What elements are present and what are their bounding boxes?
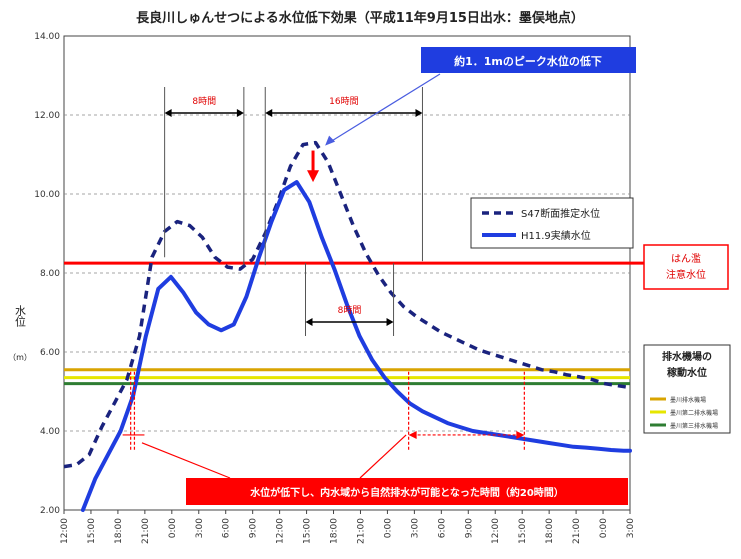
pump-legend-box: [643, 344, 731, 434]
x-tick-label: 9:00: [249, 518, 259, 538]
y-tick-label: 4.00: [40, 427, 60, 437]
x-tick-label: 6:00: [437, 518, 447, 538]
pump-legend-title: 排水機場の稼動水位: [662, 350, 712, 379]
x-tick-label: 18:00: [545, 518, 555, 544]
x-tick-label: 15:00: [518, 518, 528, 544]
y-axis: 2.00 4.00 6.00 8.00 10.00 12.00 14.00: [34, 32, 60, 516]
reference-lines: [64, 261, 644, 386]
x-tick-label: 21:00: [356, 518, 366, 544]
x-tick-label: 21:00: [141, 518, 151, 544]
x-tick-label: 15:00: [303, 518, 313, 544]
x-tick-label: 6:00: [222, 518, 232, 538]
chart-title: 長良川しゅんせつによる水位低下効果（平成11年9月15日出水：墨俣地点）: [136, 10, 584, 26]
series-legend-box: [470, 197, 634, 249]
flood-warning-box: [643, 244, 729, 290]
drainage-arrowhead-1: [408, 430, 417, 439]
x-tick-label: 0:00: [599, 518, 609, 538]
label-line: はん濫: [671, 252, 701, 265]
y-tick-label: 6.00: [40, 348, 60, 358]
interval-b-label: 16時間: [329, 96, 358, 107]
pump-label-3: 墨川第三排水機場: [670, 422, 718, 430]
y-tick-label: 8.00: [40, 269, 60, 279]
interval-a-label: 8時間: [192, 96, 216, 107]
drainage-pointer-left: [141, 442, 231, 479]
x-tick-label: 18:00: [114, 518, 124, 544]
peak-drop-pointer-head: [325, 135, 336, 146]
interval-b-arrowhead-left: [265, 109, 273, 117]
y-axis-unit: （m）: [8, 353, 32, 362]
x-axis: 12:00 15:00 18:00 21:00 0:00 3:00 6:00 9:00 12:0…: [60, 510, 636, 544]
x-tick-label: 12:00: [60, 518, 70, 544]
interval-b-arrowhead-right: [415, 109, 423, 117]
x-tick-label: 3:00: [626, 518, 636, 538]
peak-drop-pointer: [328, 73, 441, 144]
drainage-callout: 水位が低下し、内水域から自然排水が可能となった時間（約20時間）: [186, 478, 628, 505]
legend-label-s47: S47断面推定水位: [521, 207, 600, 220]
label-line: 稼動水位: [667, 366, 707, 379]
x-tick-label: 3:00: [195, 518, 205, 538]
peak-drop-label: 約1．1mのピーク水位の低下: [454, 54, 602, 68]
x-tick-label: 3:00: [410, 518, 420, 538]
series-lines: [63, 140, 632, 512]
y-tick-label: 2.00: [40, 506, 60, 516]
series-s47-line: [63, 140, 631, 469]
drainage-label: 水位が低下し、内水域から自然排水が可能となった時間（約20時間）: [249, 486, 564, 499]
flood-warning-label: はん濫注意水位: [666, 252, 706, 281]
label-line: 注意水位: [666, 268, 706, 281]
drainage-box: [186, 478, 628, 505]
series-legend: S47断面推定水位 H11.9実績水位: [470, 197, 634, 249]
legend-label-h11: H11.9実績水位: [521, 229, 591, 242]
x-tick-label: 0:00: [168, 518, 178, 538]
x-tick-label: 9:00: [464, 518, 474, 538]
grid-lines: [63, 35, 631, 511]
y-axis-label: 水位: [14, 305, 27, 327]
x-tick-label: 12:00: [491, 518, 501, 544]
peak-drop-arrowhead: [307, 170, 320, 183]
drainage-pointer-right: [359, 434, 407, 479]
x-tick-label: 18:00: [330, 518, 340, 544]
y-tick-label: 12.00: [34, 111, 60, 121]
interval-c-arrowhead-right: [386, 318, 394, 326]
x-tick-label: 21:00: [572, 518, 582, 544]
y-tick-label: 14.00: [34, 32, 60, 42]
interval-c-arrowhead-left: [305, 318, 313, 326]
interval-c-label: 8時間: [338, 305, 362, 316]
peak-drop-box: [421, 47, 636, 73]
y-tick-label: 10.00: [34, 190, 60, 200]
label-line: 排水機場の: [662, 350, 712, 363]
x-tick-label: 15:00: [87, 518, 97, 544]
x-tick-label: 12:00: [276, 518, 286, 544]
flood-warning-legend: はん濫注意水位: [643, 244, 729, 290]
x-tick-label: 0:00: [383, 518, 393, 538]
series-h11-line: [80, 180, 632, 512]
annotations: 8時間 16時間 8時間: [122, 73, 525, 479]
pump-label-1: 墨川排水機場: [670, 396, 706, 404]
drainage-arrowhead-2: [516, 430, 525, 439]
interval-a-arrowhead-right: [236, 109, 244, 117]
peak-drop-callout: 約1．1mのピーク水位の低下: [421, 47, 636, 73]
interval-a-arrowhead-left: [164, 109, 172, 117]
pump-legend: 排水機場の稼動水位 墨川排水機場 墨川第二排水機場 墨川第三排水機場: [643, 344, 731, 434]
pump-label-2: 墨川第二排水機場: [670, 409, 718, 417]
